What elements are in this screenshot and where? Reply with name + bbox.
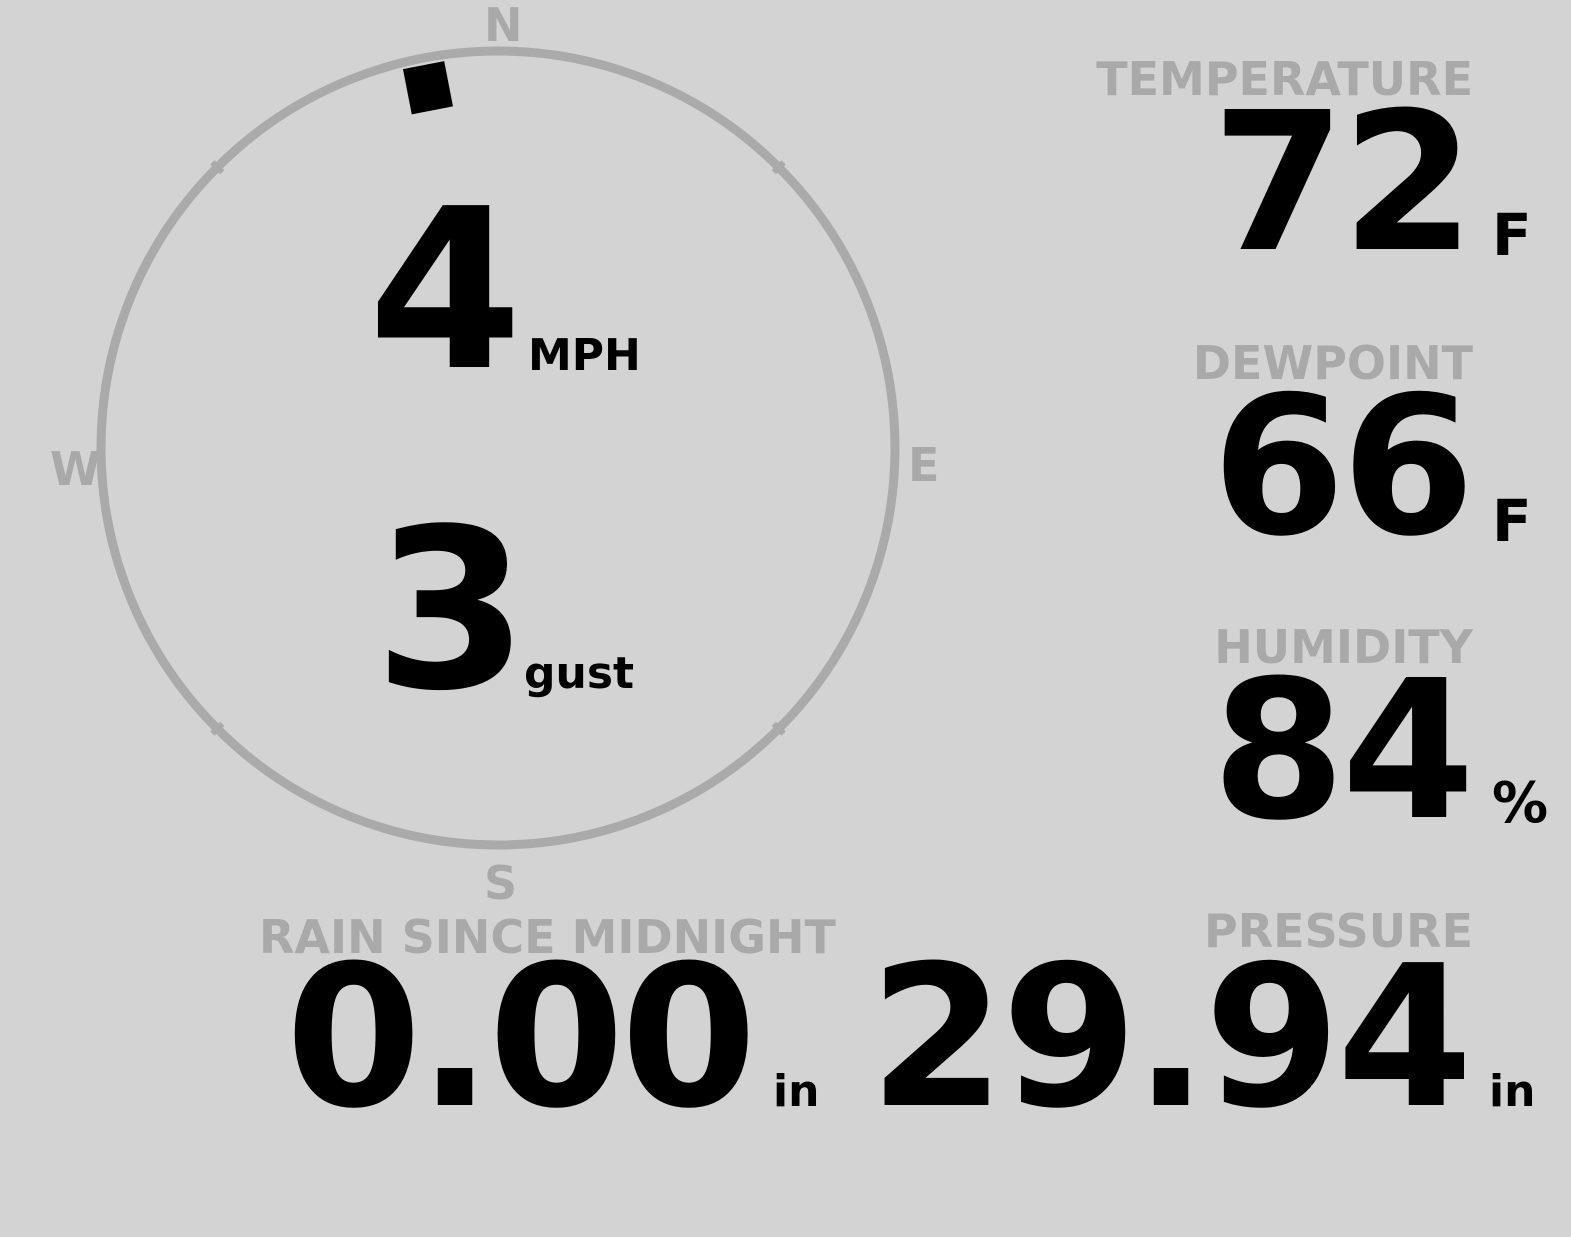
pressure-card: PRESSURE	[1204, 908, 1473, 954]
compass-tick	[771, 160, 786, 175]
temperature-value: 72	[1211, 72, 1475, 295]
dewpoint-card: DEWPOINT	[1193, 340, 1473, 386]
compass-tick	[210, 721, 225, 736]
compass-tick	[771, 721, 786, 736]
dewpoint-value: 66	[1211, 356, 1475, 579]
humidity-label: HUMIDITY	[1214, 620, 1473, 674]
humidity-value: 84	[1211, 640, 1475, 863]
wind-speed-value: 4	[368, 162, 522, 420]
wind-gust-value: 3	[374, 482, 528, 740]
temperature-card: TEMPERATURE	[1096, 56, 1473, 102]
wind-gust-label: gust	[524, 648, 635, 699]
compass-east-label: E	[908, 438, 940, 492]
wind-speed-unit: MPH	[528, 330, 641, 381]
pressure-label: PRESSURE	[1204, 904, 1473, 958]
rain-unit: in	[773, 1066, 820, 1117]
compass-ring	[96, 46, 900, 850]
dewpoint-label: DEWPOINT	[1192, 336, 1473, 390]
dewpoint-unit: F	[1492, 487, 1532, 555]
temperature-unit: F	[1492, 201, 1532, 269]
temperature-label: TEMPERATURE	[1096, 52, 1473, 106]
humidity-unit: %	[1492, 771, 1549, 836]
wind-direction-marker	[402, 61, 453, 115]
compass-tick	[210, 160, 225, 175]
compass-north-label: N	[484, 0, 523, 52]
rain-label: RAIN SINCE MIDNIGHT	[259, 910, 836, 964]
pressure-value: 29.94	[869, 924, 1473, 1152]
compass-west-label: W	[50, 442, 101, 496]
humidity-card: HUMIDITY	[1214, 624, 1473, 670]
compass-south-label: S	[484, 856, 518, 910]
rain-value: 0.00	[285, 924, 757, 1152]
pressure-unit: in	[1489, 1066, 1536, 1117]
wind-compass	[96, 46, 900, 850]
